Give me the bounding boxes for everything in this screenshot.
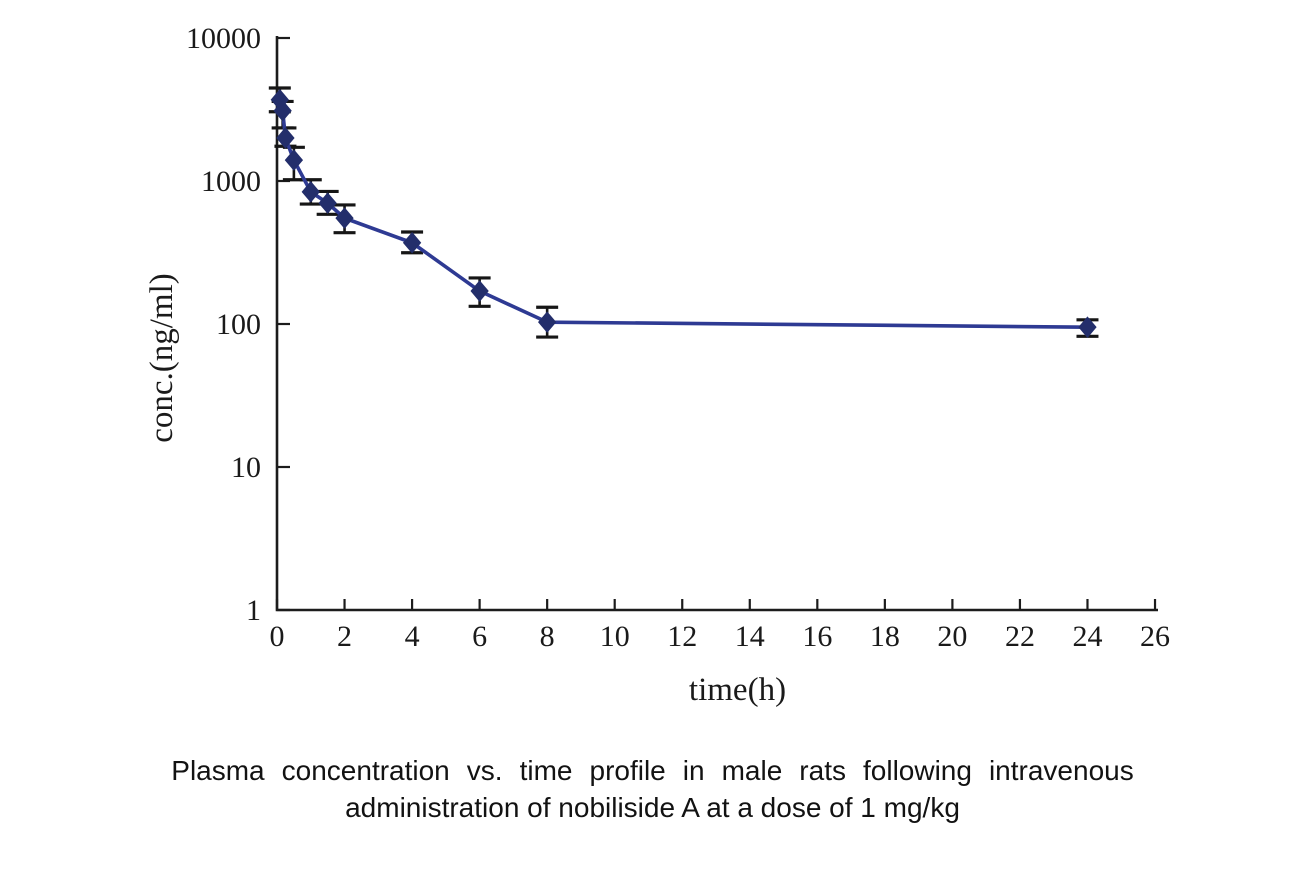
x-tick-label: 20 [937,620,967,653]
y-tick-label: 10 [231,451,261,484]
data-point-marker [284,149,304,171]
x-tick-label: 24 [1072,620,1102,653]
x-tick-label: 0 [270,620,285,653]
x-tick-label: 8 [540,620,555,653]
y-axis-title: conc.(ng/ml) [144,273,180,443]
data-point-marker [1078,316,1097,338]
x-tick-label: 16 [802,620,832,653]
x-tick-label: 26 [1140,620,1170,653]
data-point-marker [276,127,295,149]
figure-caption: Plasma concentration vs. time profile in… [0,753,1305,827]
data-point-marker [402,231,422,254]
x-tick-label: 10 [600,620,630,653]
y-tick-label: 1 [246,594,261,627]
x-tick-label: 4 [405,620,420,653]
x-tick-label: 22 [1005,620,1035,653]
caption-line-1: Plasma concentration vs. time profile in… [171,755,1134,786]
data-point-marker [301,181,320,203]
data-point-marker [318,192,337,214]
x-tick-label: 12 [667,620,697,653]
data-point-marker [335,207,354,229]
data-point-marker [470,280,489,302]
y-tick-label: 10000 [186,22,261,55]
data-point-marker [538,311,557,333]
series-line [278,97,1090,329]
data-point-marker [273,99,292,122]
y-tick-label: 1000 [201,165,261,198]
y-tick-label: 100 [216,308,261,341]
x-tick-label: 6 [472,620,487,653]
x-tick-label: 14 [735,620,765,653]
x-tick-label: 18 [870,620,900,653]
x-axis-title: time(h) [689,672,786,708]
caption-line-2: administration of nobiliside A at a dose… [345,791,960,823]
x-tick-label: 2 [337,620,352,653]
